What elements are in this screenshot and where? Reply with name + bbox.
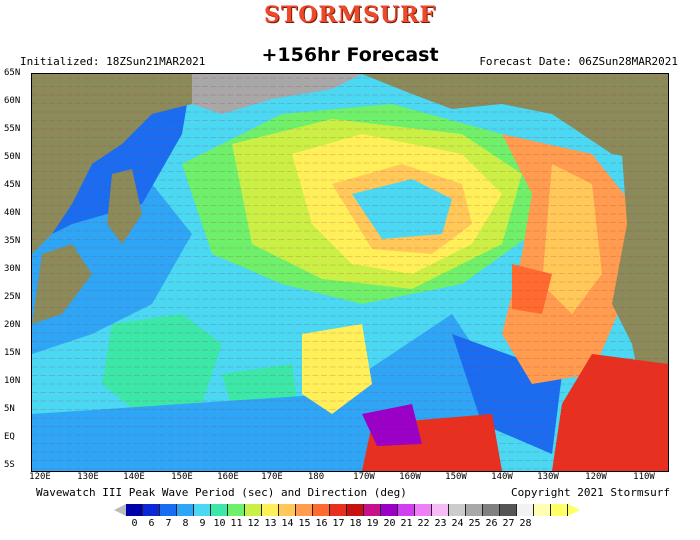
scale-swatch: [466, 504, 483, 516]
wave-period-field: [32, 74, 668, 471]
scale-swatch: [381, 504, 398, 516]
scale-tick-labels: 0 6 7 8 9 10 11 12 13 14 15 16 17 18 19 20 21 22 23 24 25 26 2…: [126, 518, 534, 529]
lat-label: 65N: [4, 68, 21, 78]
scale-swatch: [143, 504, 160, 516]
lat-label: 30N: [4, 264, 21, 274]
lat-label: 20N: [4, 320, 21, 330]
scale-tick-label: 24: [451, 518, 464, 529]
scale-tick-label: 19: [366, 518, 379, 529]
scale-swatch: [126, 504, 143, 516]
scale-swatch: [483, 504, 500, 516]
product-caption: Wavewatch III Peak Wave Period (sec) and…: [36, 486, 407, 499]
forecast-hour-title: +156hr Forecast: [261, 44, 439, 66]
scale-swatch: [551, 504, 568, 516]
lat-label: EQ: [4, 432, 15, 442]
scale-tick-label: 10: [213, 518, 226, 529]
scale-tick-label: 15: [298, 518, 311, 529]
scale-swatch: [534, 504, 551, 516]
initialized-label: Initialized: 18ZSun21MAR2021: [20, 55, 206, 68]
scale-swatch: [398, 504, 415, 516]
scale-tick-label: 16: [315, 518, 328, 529]
lon-label: 150W: [445, 472, 467, 482]
scale-tick-label: 21: [400, 518, 413, 529]
lon-label: 170W: [353, 472, 375, 482]
scale-swatches: [126, 504, 568, 516]
scale-tick-label: 26: [485, 518, 498, 529]
lon-label: 140W: [491, 472, 513, 482]
scale-swatch: [228, 504, 245, 516]
scale-tick-label: 22: [417, 518, 430, 529]
lat-label: 5N: [4, 404, 15, 414]
scale-tick-label: 25: [468, 518, 481, 529]
scale-swatch: [211, 504, 228, 516]
lon-label: 180: [307, 472, 325, 482]
scale-swatch: [347, 504, 364, 516]
scale-low-arrow: [114, 504, 126, 516]
scale-tick-label: 17: [332, 518, 345, 529]
scale-tick-label: 7: [165, 518, 172, 529]
lon-label: 170E: [261, 472, 283, 482]
lat-label: 35N: [4, 236, 21, 246]
scale-swatch: [517, 504, 534, 516]
forecast-date-label: Forecast Date: 06ZSun28MAR2021: [479, 55, 678, 68]
lon-label: 140E: [123, 472, 145, 482]
scale-tick-label: 20: [383, 518, 396, 529]
scale-swatch: [262, 504, 279, 516]
scale-swatch: [415, 504, 432, 516]
lat-label: 15N: [4, 348, 21, 358]
scale-tick-label: 23: [434, 518, 447, 529]
scale-swatch: [330, 504, 347, 516]
scale-swatch: [432, 504, 449, 516]
lon-label: 160E: [217, 472, 239, 482]
scale-swatch: [313, 504, 330, 516]
scale-swatch: [245, 504, 262, 516]
scale-swatch: [296, 504, 313, 516]
lat-label: 10N: [4, 376, 21, 386]
lat-label: 5S: [4, 460, 15, 470]
scale-tick-label: 8: [182, 518, 189, 529]
scale-tick-label: 0: [131, 518, 138, 529]
scale-swatch: [177, 504, 194, 516]
lat-label: 45N: [4, 180, 21, 190]
lat-label: 60N: [4, 96, 21, 106]
lon-label: 130E: [77, 472, 99, 482]
scale-high-arrow: [568, 504, 580, 516]
scale-tick-label: 27: [502, 518, 515, 529]
lon-label: 160W: [399, 472, 421, 482]
lon-label: 130W: [537, 472, 559, 482]
stormsurf-logo: STORMSURF: [263, 2, 437, 28]
scale-swatch: [449, 504, 466, 516]
scale-tick-label: 14: [281, 518, 294, 529]
scale-swatch: [194, 504, 211, 516]
scale-tick-label: 28: [519, 518, 532, 529]
scale-tick-label: 11: [230, 518, 243, 529]
copyright-notice: Copyright 2021 Stormsurf: [511, 486, 670, 499]
scale-swatch: [279, 504, 296, 516]
scale-swatch: [364, 504, 381, 516]
scale-tick-label: 12: [247, 518, 260, 529]
lat-label: 25N: [4, 292, 21, 302]
lat-label: 40N: [4, 208, 21, 218]
lat-label: 55N: [4, 124, 21, 134]
scale-swatch: [160, 504, 177, 516]
lon-label: 150E: [171, 472, 193, 482]
lat-label: 50N: [4, 152, 21, 162]
scale-tick-label: 18: [349, 518, 362, 529]
scale-tick-label: 9: [199, 518, 206, 529]
color-scale-bar: [114, 504, 580, 516]
scale-tick-label: 6: [148, 518, 155, 529]
wave-period-map: [31, 73, 669, 472]
lon-label: 110W: [633, 472, 655, 482]
lon-label: 120E: [29, 472, 51, 482]
lon-label: 120W: [585, 472, 607, 482]
scale-swatch: [500, 504, 517, 516]
scale-tick-label: 13: [264, 518, 277, 529]
